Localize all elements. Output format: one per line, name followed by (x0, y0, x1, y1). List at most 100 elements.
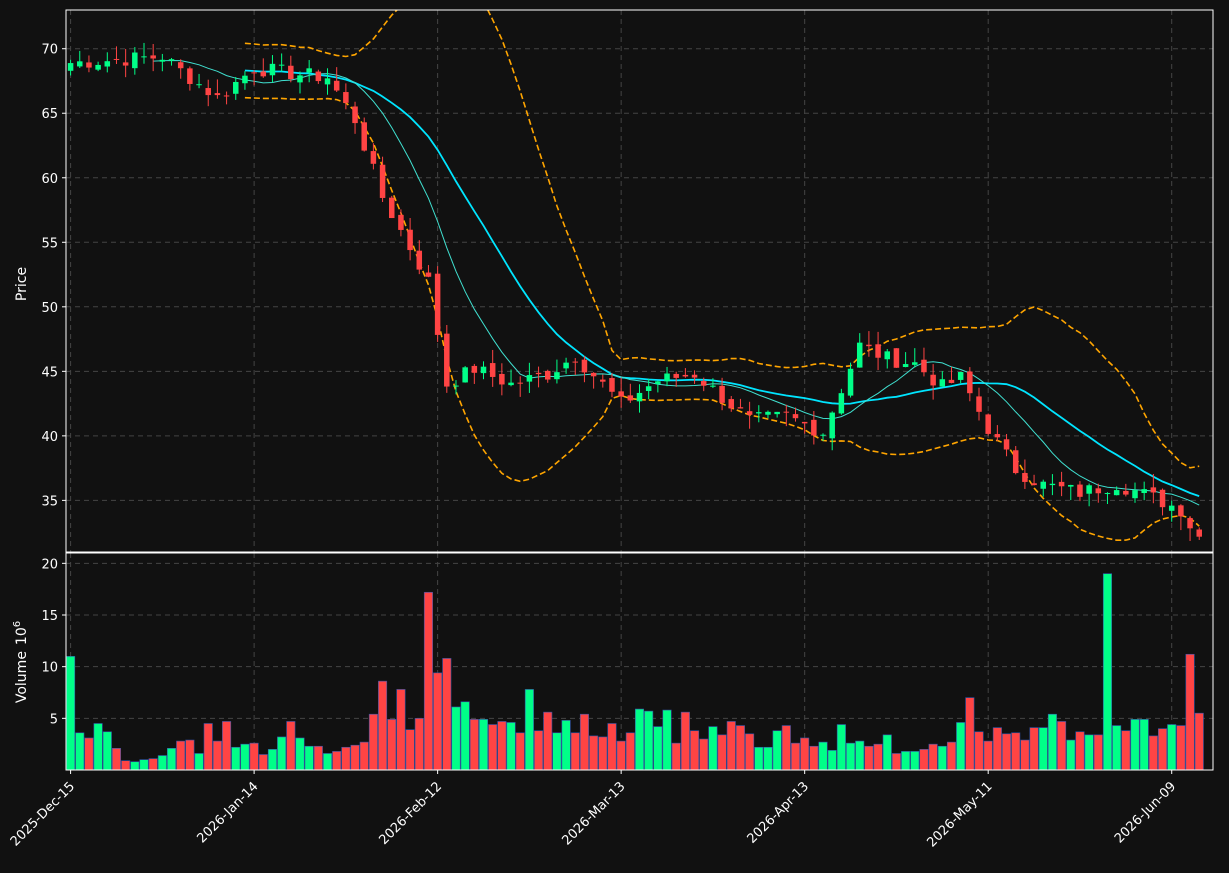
candle-body (719, 385, 725, 403)
volume-bar (974, 731, 984, 771)
candle-body (352, 106, 358, 124)
volume-bar (378, 680, 388, 771)
candle-body (1141, 489, 1147, 494)
candle-body (453, 385, 459, 387)
volume-bar (469, 719, 479, 771)
candle-body (297, 75, 303, 83)
candle-body (196, 84, 202, 86)
volume-bar (1047, 713, 1057, 771)
volume-bar (983, 740, 993, 771)
candle-body (177, 62, 184, 69)
volume-bar (66, 656, 76, 771)
volume-bar (139, 759, 149, 771)
volume-bar (1185, 653, 1195, 771)
candle-body (1049, 483, 1056, 486)
candle-body (1095, 488, 1102, 494)
candle-body (379, 164, 386, 198)
volume-tick-label: 15 (41, 609, 58, 624)
volume-bar (176, 740, 186, 771)
volume-bar (231, 746, 241, 771)
volume-bar (240, 743, 250, 771)
volume-bar (1158, 728, 1168, 771)
volume-bar (708, 726, 718, 771)
volume-bar (992, 727, 1002, 771)
candle-body (233, 81, 239, 94)
volume-bar (185, 739, 195, 771)
candle-body (462, 367, 468, 383)
candle-body (645, 386, 652, 391)
volume-bar (488, 724, 498, 771)
volume-bar (836, 724, 846, 771)
volume-bar (249, 742, 259, 771)
candle-body (269, 63, 276, 76)
candle-body (122, 62, 129, 66)
candle-body (113, 58, 120, 60)
volume-bar (1075, 731, 1085, 771)
volume-bar (570, 732, 580, 771)
candle-body (655, 381, 661, 385)
volume-tick-label: 5 (50, 712, 58, 727)
volume-bar (497, 721, 507, 771)
candle-body (1003, 439, 1010, 450)
volume-bar (616, 740, 626, 771)
candle-body (251, 72, 257, 74)
candle-body (838, 393, 845, 414)
candle-body (1031, 483, 1037, 486)
candle-body (866, 344, 872, 347)
volume-bar (515, 732, 525, 771)
candle-body (1159, 489, 1166, 508)
candle-body (1022, 472, 1028, 482)
volume-bar (322, 753, 333, 771)
volume-bar (1038, 727, 1048, 771)
volume-bar (809, 745, 819, 771)
candle-body (104, 61, 111, 67)
volume-bar (1112, 725, 1122, 771)
candle-body (471, 365, 478, 373)
volume-tick-label: 20 (41, 557, 58, 572)
candle-body (416, 250, 423, 270)
candle-body (159, 59, 166, 62)
candle-body (930, 374, 936, 386)
volume-bar (699, 738, 709, 771)
volume-bar (607, 723, 617, 771)
volume-bar (1167, 724, 1177, 771)
candle-body (260, 71, 267, 77)
candle-body (1068, 484, 1074, 487)
volume-bar (1084, 734, 1094, 771)
candle-body (921, 359, 927, 373)
volume-bar (267, 749, 277, 771)
candle-body (508, 382, 514, 386)
price-tick-label: 55 (41, 236, 58, 251)
candle-body (223, 95, 230, 97)
candle-body (95, 64, 101, 70)
volume-bar (414, 718, 424, 771)
candle-body (517, 382, 523, 384)
volume-bar (680, 711, 690, 771)
candle-body (526, 375, 533, 382)
candle-body (1104, 493, 1111, 495)
volume-bar (396, 689, 406, 771)
volume-bar (111, 747, 121, 771)
candle-body (884, 351, 891, 360)
candle-body (590, 372, 597, 377)
volume-bar (827, 750, 837, 771)
candle-body (581, 359, 588, 373)
candle-body (829, 412, 835, 439)
volume-bar (965, 697, 975, 771)
volume-bar (864, 745, 874, 771)
volume-bar (800, 737, 810, 771)
volume-bar (203, 723, 213, 771)
candle-body (324, 78, 331, 85)
candle-body (86, 62, 92, 68)
candle-body (1040, 481, 1046, 489)
volume-bar (644, 710, 654, 771)
volume-bar (157, 755, 167, 771)
candle-body (150, 55, 156, 59)
candle-body (1168, 505, 1175, 511)
volume-bars (66, 573, 1204, 771)
volume-bar (359, 741, 369, 771)
volume-bar (625, 732, 635, 771)
volume-bar (1148, 735, 1158, 771)
volume-bar (1029, 727, 1039, 771)
volume-bar (561, 720, 571, 771)
